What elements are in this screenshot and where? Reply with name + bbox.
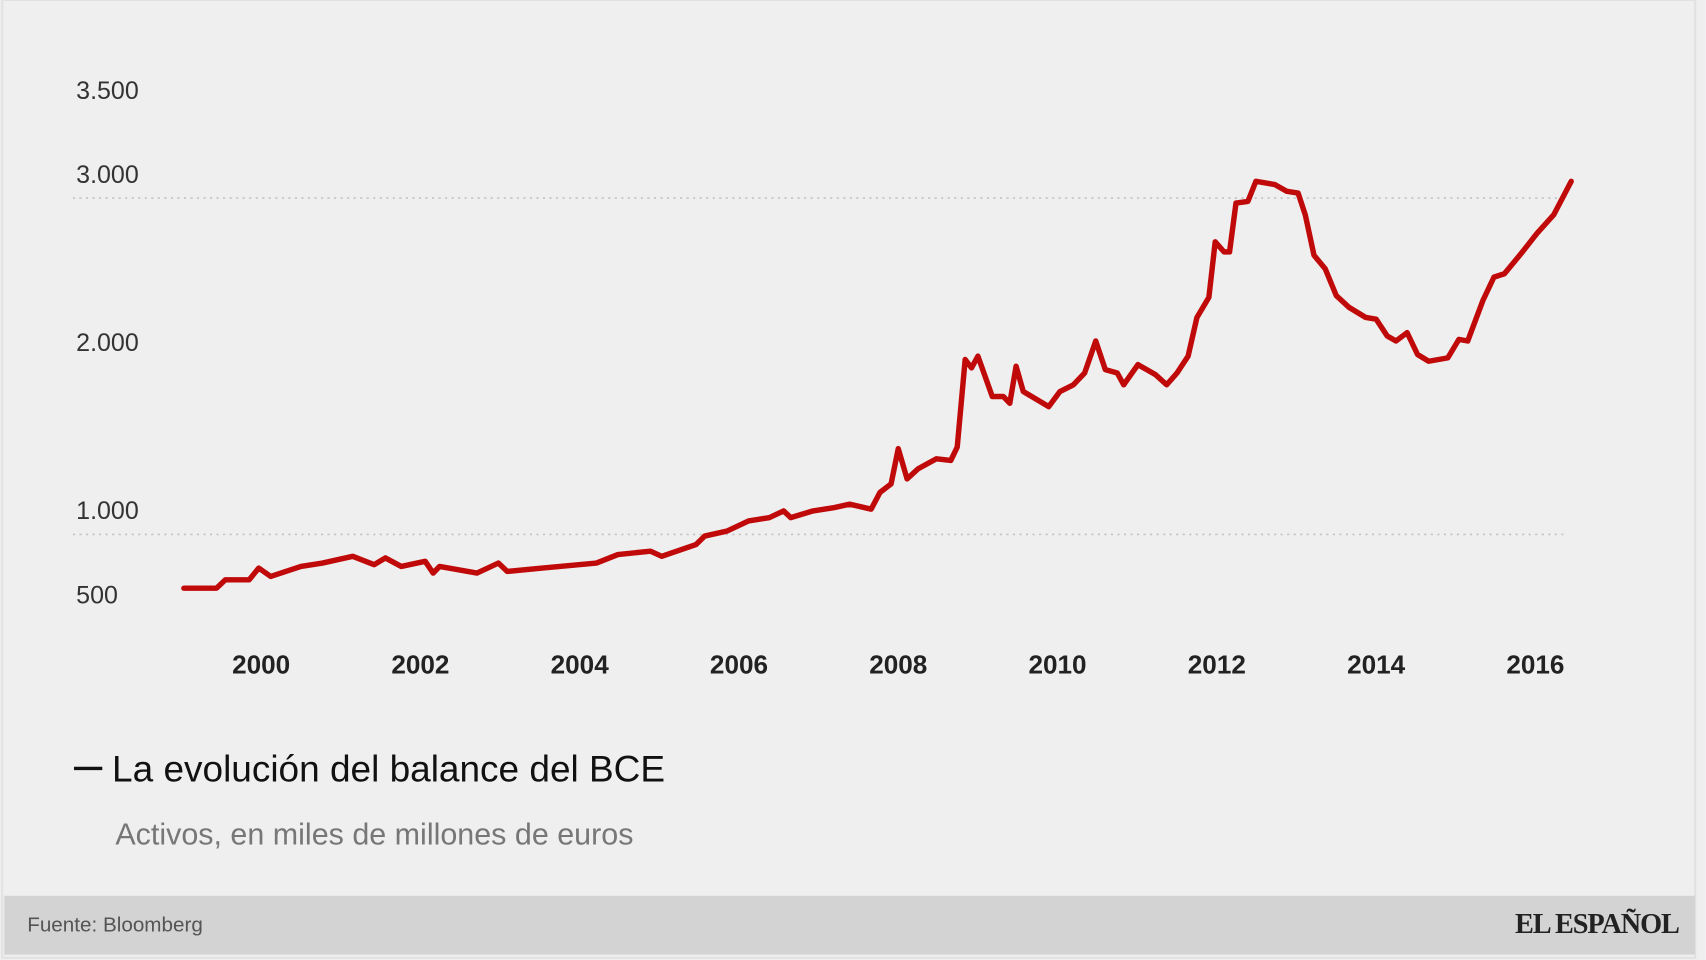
x-tick-label: 2008	[869, 650, 927, 680]
x-tick-label: 2006	[710, 650, 768, 680]
y-tick-label: 1.000	[76, 497, 139, 525]
x-tick-label: 2000	[232, 650, 290, 680]
x-tick-label: 2014	[1347, 650, 1406, 680]
x-tick-label: 2012	[1188, 650, 1246, 680]
y-tick-label: 2.000	[76, 329, 139, 357]
source-note: Fuente: Bloomberg	[27, 914, 203, 937]
y-tick-label: 3.000	[76, 161, 139, 189]
series-line	[181, 178, 1574, 591]
x-tick-label: 2004	[551, 650, 610, 680]
x-tick-label: 2010	[1029, 650, 1087, 680]
x-tick-label: 2002	[391, 650, 449, 680]
x-axis: 2000 2002 2004 2006 2008 2010 2012 2014 2016	[232, 650, 1564, 680]
footer-bar	[4, 895, 1696, 955]
publisher-logo: EL ESPAÑOL	[1515, 909, 1679, 940]
y-tick-label: 3.500	[76, 77, 139, 105]
y-axis: 3.500 3.000 2.000 1.000 500	[76, 77, 139, 609]
y-tick-label: 500	[76, 581, 118, 609]
x-tick-label: 2016	[1506, 650, 1564, 680]
chart-title: La evolución del balance del BCE	[112, 748, 665, 789]
chart-subtitle: Activos, en miles de millones de euros	[115, 818, 633, 852]
gridlines	[72, 197, 1567, 536]
